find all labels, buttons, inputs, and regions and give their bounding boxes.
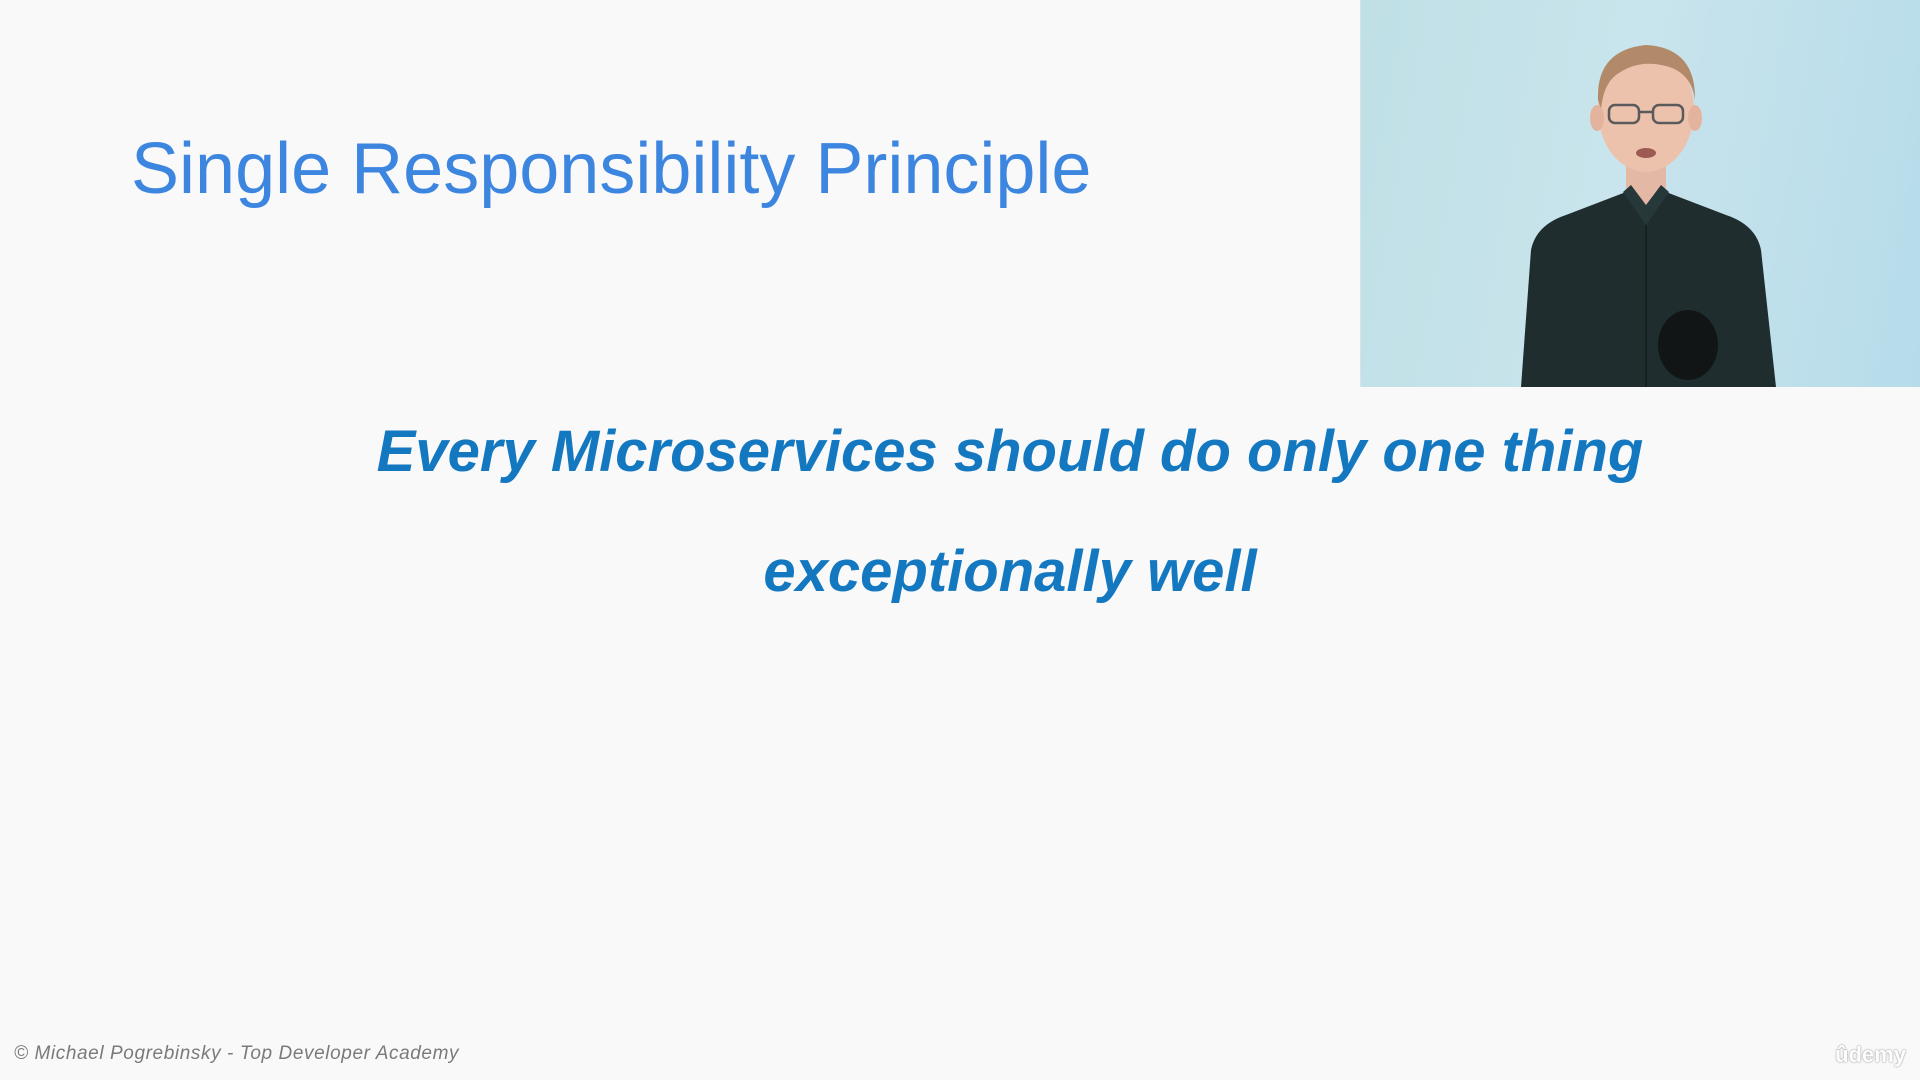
presenter-mouth <box>1636 148 1656 158</box>
glasses-icon <box>1607 103 1685 125</box>
copyright-footer: © Michael Pogrebinsky - Top Developer Ac… <box>14 1043 460 1064</box>
udemy-watermark-logo: ûdemy <box>1835 1042 1906 1067</box>
presenter-video <box>1360 0 1920 387</box>
slide-title: Single Responsibility Principle <box>131 129 1092 209</box>
presenter-head <box>1598 48 1694 172</box>
presenter-hair <box>1597 45 1696 110</box>
presenter-collar <box>1623 185 1669 225</box>
presenter-ear-left <box>1590 105 1604 131</box>
microphone-icon <box>1658 310 1718 380</box>
presenter-video-icon <box>1521 45 1776 387</box>
presenter-ear-right <box>1688 105 1702 131</box>
quote-line-1: Every Microservices should do only one t… <box>376 419 1644 484</box>
quote-line-2: exceptionally well <box>763 539 1257 604</box>
